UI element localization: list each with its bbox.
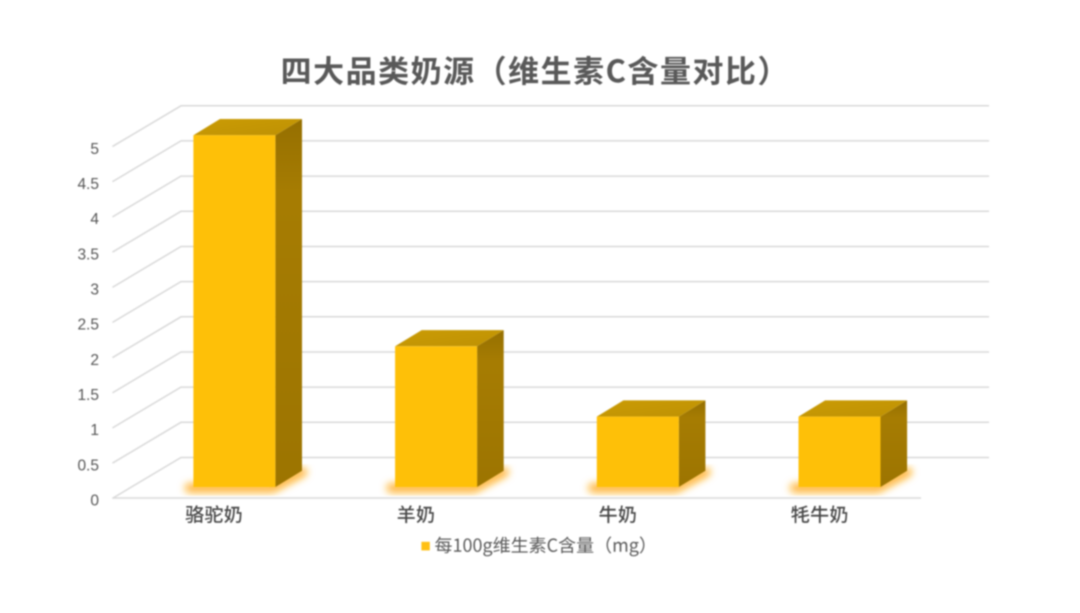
svg-text:3.5: 3.5 bbox=[77, 246, 99, 263]
svg-text:1.5: 1.5 bbox=[77, 387, 99, 404]
svg-text:1: 1 bbox=[90, 422, 99, 439]
svg-text:5: 5 bbox=[90, 141, 99, 158]
svg-text:2.5: 2.5 bbox=[77, 317, 99, 334]
svg-text:0: 0 bbox=[90, 493, 99, 510]
svg-text:2: 2 bbox=[90, 352, 99, 369]
svg-text:0.5: 0.5 bbox=[77, 457, 99, 474]
svg-text:3: 3 bbox=[90, 282, 99, 299]
svg-text:4.5: 4.5 bbox=[77, 176, 99, 193]
svg-text:4: 4 bbox=[90, 211, 99, 228]
